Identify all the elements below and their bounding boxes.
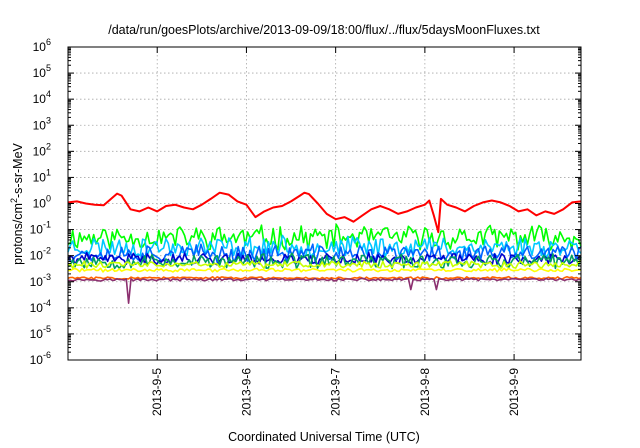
- y-tick-label: 10-3: [30, 272, 51, 289]
- y-tick-power: -2: [43, 246, 51, 256]
- x-tick-label: 2013-9-6: [239, 368, 253, 416]
- series-line-1: [67, 191, 582, 234]
- y-tick-base: 10: [33, 66, 47, 80]
- chart-title: /data/run/goesPlots/archive/2013-09-09/1…: [108, 23, 540, 37]
- x-tick-label: 2013-9-8: [418, 368, 432, 416]
- y-tick-base: 10: [33, 144, 47, 158]
- y-axis-label-superscript: 2: [9, 198, 19, 203]
- y-tick-power: -4: [43, 298, 51, 308]
- y-axis-label: protons/cm2-s-sr-MeV: [9, 142, 25, 264]
- y-tick-base: 10: [33, 197, 47, 211]
- y-tick-base: 10: [33, 40, 47, 54]
- x-axis-label: Coordinated Universal Time (UTC): [228, 430, 420, 444]
- y-axis-label-suffix: -s-sr-MeV: [11, 142, 25, 198]
- y-tick-label: 105: [33, 63, 51, 80]
- y-tick-label: 101: [33, 167, 51, 184]
- y-tick-power: 4: [46, 89, 51, 99]
- y-tick-power: 1: [46, 167, 51, 177]
- y-tick-label: 10-1: [30, 220, 51, 237]
- y-axis-label-prefix: protons/cm: [11, 203, 25, 265]
- y-tick-base: 10: [30, 301, 44, 315]
- y-tick-base: 10: [33, 92, 47, 106]
- series-line-10: [68, 277, 582, 304]
- series-line-2: [67, 223, 582, 252]
- y-tick-label: 10-5: [30, 324, 51, 341]
- y-tick-label: 10-6: [30, 350, 51, 367]
- y-tick-power: -5: [43, 324, 51, 334]
- axis-ticks: [68, 46, 581, 361]
- y-tick-base: 10: [30, 249, 44, 263]
- y-tick-label: 103: [33, 115, 51, 132]
- y-tick-label: 10-2: [30, 246, 51, 263]
- series-line-5: [67, 251, 582, 266]
- y-tick-power: 2: [46, 141, 51, 151]
- y-tick-power: -3: [43, 272, 51, 282]
- y-tick-base: 10: [33, 118, 47, 132]
- series-line-9: [67, 275, 582, 280]
- y-tick-base: 10: [33, 170, 47, 184]
- y-tick-base: 10: [30, 275, 44, 289]
- y-tick-power: 6: [46, 37, 51, 47]
- y-tick-label: 10-4: [30, 298, 51, 315]
- y-tick-power: -6: [43, 350, 51, 360]
- y-tick-label: 104: [33, 89, 51, 106]
- y-tick-label: 100: [33, 194, 51, 211]
- y-tick-base: 10: [30, 223, 44, 237]
- series-line-7: [67, 260, 582, 270]
- y-tick-labels: 10-610-510-410-310-210-11001011021031041…: [30, 37, 51, 367]
- series-line-8: [67, 267, 582, 273]
- series-group: [67, 191, 582, 304]
- y-tick-label: 106: [33, 37, 51, 54]
- y-tick-base: 10: [30, 327, 44, 341]
- x-tick-label: 2013-9-5: [150, 368, 164, 416]
- x-tick-label: 2013-9-9: [507, 368, 521, 416]
- y-tick-power: 3: [46, 115, 51, 125]
- y-tick-base: 10: [30, 353, 44, 367]
- x-tick-label: 2013-9-7: [329, 368, 343, 416]
- y-tick-power: -1: [43, 220, 51, 230]
- y-tick-label: 102: [33, 141, 51, 158]
- x-tick-labels: 2013-9-5 2013-9-6 2013-9-7 2013-9-8 2013-9-9: [150, 368, 521, 416]
- y-tick-power: 0: [46, 194, 51, 204]
- y-tick-power: 5: [46, 63, 51, 73]
